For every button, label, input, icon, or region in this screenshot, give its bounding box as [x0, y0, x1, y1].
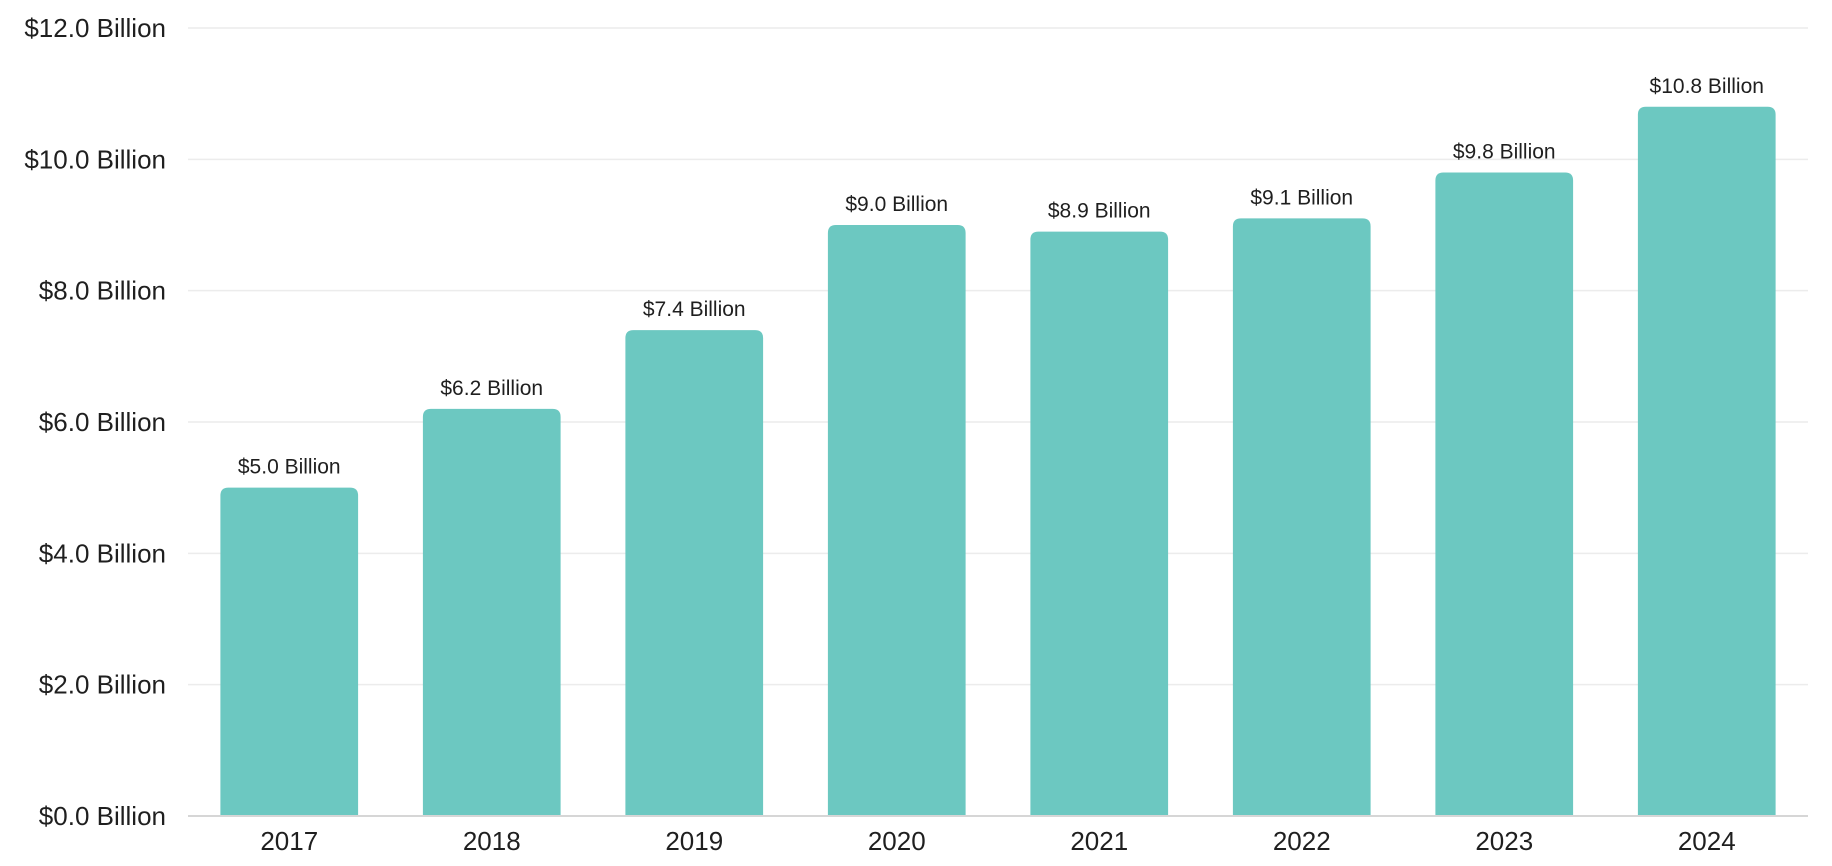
data-labels: $5.0 Billion $6.2 Billion $7.4 Billion $9.0…	[238, 75, 1764, 479]
data-label-2018: $6.2 Billion	[440, 377, 543, 400]
y-tick-label: $6.0 Billion	[39, 407, 166, 437]
data-label-2017: $5.0 Billion	[238, 456, 341, 479]
x-tick-label-2021: 2021	[1070, 826, 1128, 856]
bars	[220, 106, 1776, 817]
data-label-2024: $10.8 Billion	[1650, 75, 1764, 98]
data-label-2022: $9.1 Billion	[1250, 186, 1353, 209]
bar-2019	[625, 330, 764, 816]
y-tick-label: $4.0 Billion	[39, 538, 166, 568]
bar-2018	[422, 408, 561, 816]
data-label-2020: $9.0 Billion	[845, 193, 948, 216]
x-tick-label-2023: 2023	[1475, 826, 1533, 856]
bar-2022	[1232, 218, 1371, 816]
x-axis-ticks: 2017 2018 2019 2020 2021 2022 2023 2024	[260, 826, 1735, 856]
bar-2021	[1030, 231, 1169, 817]
bar-2020	[827, 225, 966, 816]
y-tick-label: $10.0 Billion	[24, 144, 166, 174]
x-tick-label-2022: 2022	[1273, 826, 1331, 856]
bar-2024	[1637, 106, 1776, 817]
data-label-2019: $7.4 Billion	[643, 298, 746, 321]
data-label-2023: $9.8 Billion	[1453, 140, 1556, 163]
bar-2017	[220, 487, 359, 816]
y-tick-label: $12.0 Billion	[24, 13, 166, 43]
x-tick-label-2017: 2017	[260, 826, 318, 856]
x-tick-label-2019: 2019	[665, 826, 723, 856]
x-tick-label-2018: 2018	[463, 826, 521, 856]
x-tick-label-2020: 2020	[868, 826, 926, 856]
y-tick-label: $8.0 Billion	[39, 276, 166, 306]
y-tick-label: $0.0 Billion	[39, 801, 166, 831]
y-tick-label: $2.0 Billion	[39, 670, 166, 700]
bar-2023	[1435, 172, 1574, 816]
y-axis-ticks: $0.0 Billion $2.0 Billion $4.0 Billion $6.0…	[24, 13, 166, 831]
x-tick-label-2024: 2024	[1678, 826, 1736, 856]
data-label-2021: $8.9 Billion	[1048, 200, 1151, 223]
